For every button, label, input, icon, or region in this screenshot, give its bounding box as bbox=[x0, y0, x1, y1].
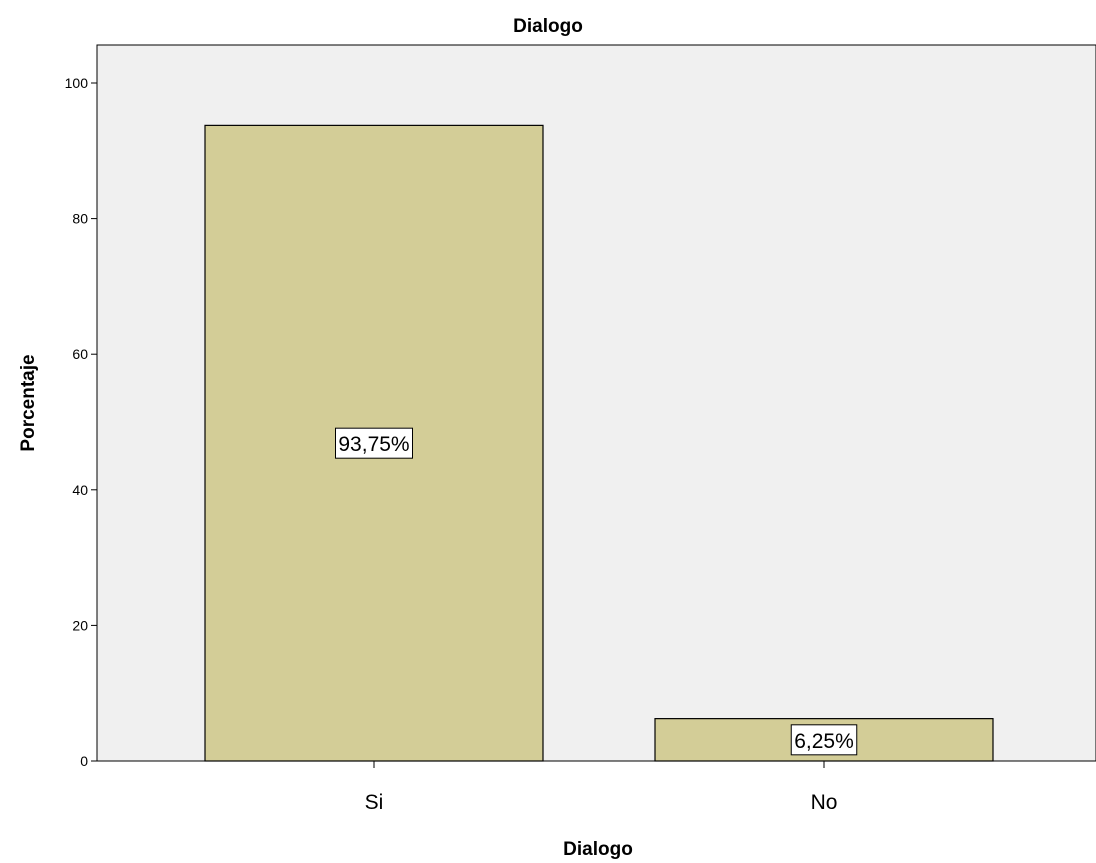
y-axis-title: Porcentaje bbox=[18, 354, 39, 451]
y-tick-label: 100 bbox=[65, 75, 89, 91]
chart-title: Dialogo bbox=[513, 16, 583, 37]
data-label-text: 93,75% bbox=[338, 433, 409, 456]
y-tick-label: 80 bbox=[72, 211, 88, 227]
data-label-si: 93,75% bbox=[335, 427, 413, 459]
data-label-text: 6,25% bbox=[794, 730, 854, 753]
y-tick-label: 20 bbox=[72, 617, 88, 633]
data-label-box bbox=[790, 724, 858, 756]
x-tick-label-si: Si bbox=[365, 791, 384, 814]
y-tick-label: 40 bbox=[72, 482, 88, 498]
y-tick-label: 60 bbox=[72, 346, 88, 362]
data-label-box bbox=[335, 427, 413, 459]
y-tick-label: 0 bbox=[80, 753, 88, 769]
x-axis-title: Dialogo bbox=[563, 839, 633, 860]
data-label-no: 6,25% bbox=[790, 724, 858, 756]
x-tick-label-no: No bbox=[811, 791, 838, 814]
